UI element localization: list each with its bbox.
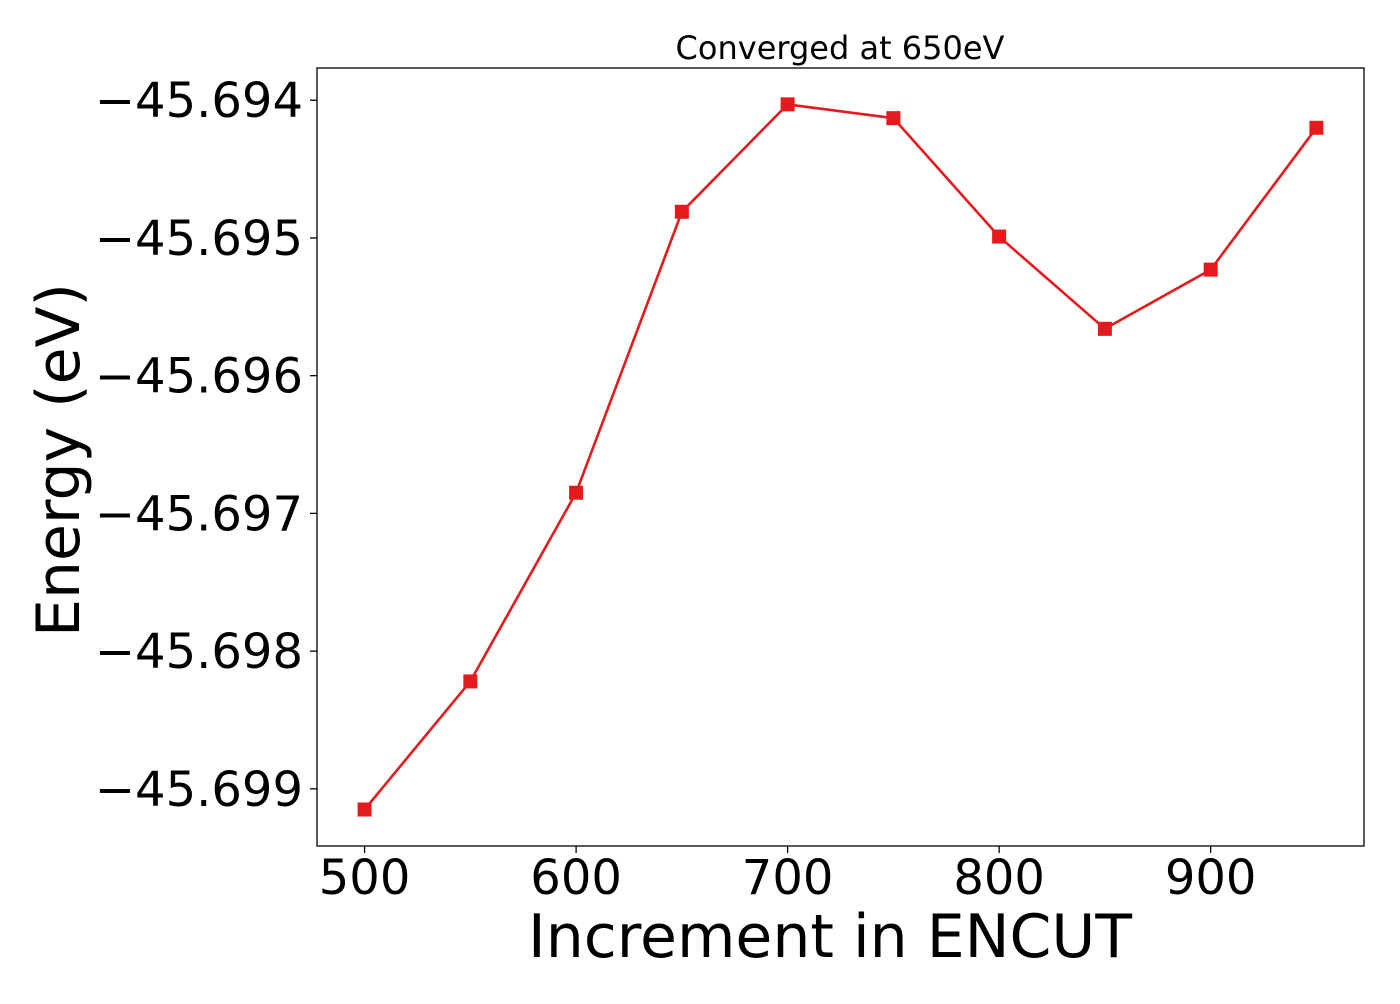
- y-tick-label: −45.699: [95, 762, 303, 818]
- y-tick-label: −45.698: [95, 624, 303, 680]
- x-tick-label: 800: [953, 850, 1045, 906]
- chart-title: Converged at 650eV: [676, 29, 1005, 67]
- x-tick-label: 700: [742, 850, 834, 906]
- y-tick-label: −45.695: [95, 211, 303, 267]
- y-tick-label: −45.697: [95, 486, 303, 542]
- data-point: [886, 111, 901, 126]
- x-tick-label: 500: [319, 850, 411, 906]
- data-point: [1203, 262, 1218, 277]
- x-axis-label: Increment in ENCUT: [528, 902, 1132, 972]
- y-axis-label: Energy (eV): [24, 283, 94, 637]
- data-point: [463, 674, 478, 689]
- data-point: [1309, 120, 1324, 135]
- plot-frame: [316, 67, 1365, 847]
- data-point: [780, 97, 795, 112]
- y-tick-label: −45.694: [95, 73, 303, 129]
- y-tick-label: −45.696: [95, 349, 303, 405]
- data-point: [992, 229, 1007, 244]
- data-point: [569, 485, 584, 500]
- data-point: [1097, 321, 1112, 336]
- data-point: [357, 802, 372, 817]
- x-tick-label: 600: [530, 850, 622, 906]
- x-tick-label: 900: [1165, 850, 1257, 906]
- data-point: [674, 204, 689, 219]
- series-line: [363, 103, 1318, 811]
